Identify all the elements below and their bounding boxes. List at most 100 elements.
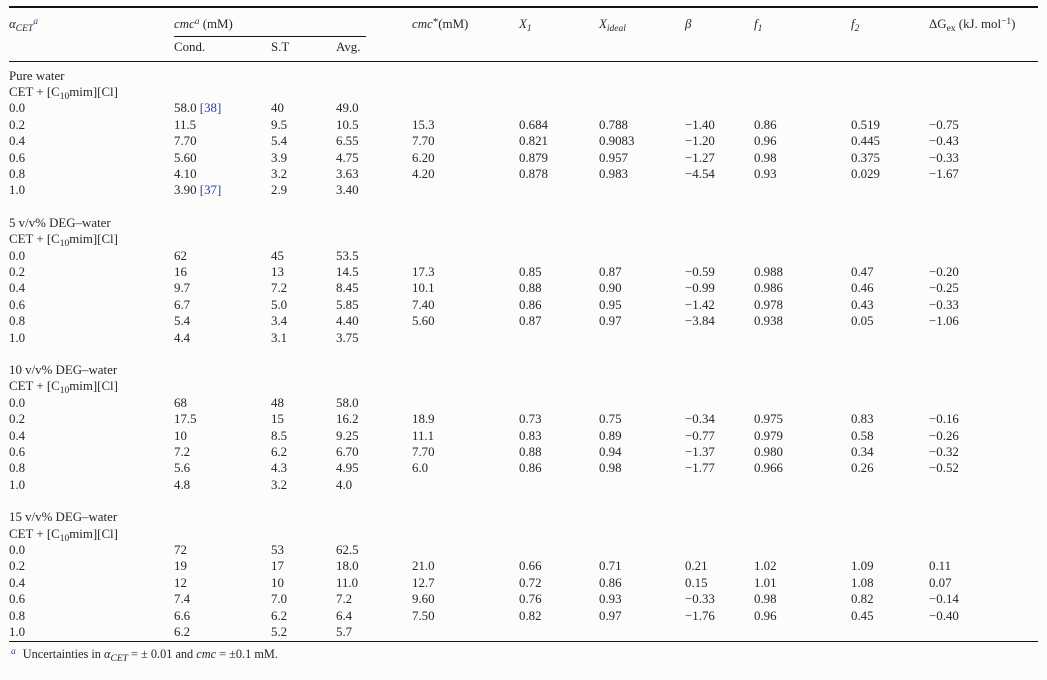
- section-spacer-cell: [9, 199, 1038, 215]
- cond-value: 3.90: [174, 183, 197, 198]
- cell-f1: 1.02: [754, 559, 777, 574]
- cell-f1: 0.978: [754, 297, 784, 312]
- cell-alpha-cet: 0.4: [9, 575, 26, 590]
- section-solvent-row: Pure water: [9, 61, 1038, 84]
- cell-beta: [685, 330, 754, 346]
- cell-x1: 0.86: [519, 297, 542, 312]
- cell-cmc-cond: 6.6: [174, 608, 191, 623]
- cell-cmc-avg: 6.70: [336, 445, 359, 460]
- citation-link[interactable]: [37]: [199, 183, 222, 198]
- cell-alpha-cet: 0.0: [9, 248, 26, 263]
- cell-dgex: −0.52: [929, 461, 959, 476]
- cell-f1: 0.979: [754, 428, 784, 443]
- alpha-symbol: α: [9, 17, 16, 31]
- system-label-post: mim][Cl]: [69, 379, 118, 394]
- cell-cmc-star: 5.60: [412, 314, 435, 329]
- footnote-ref-a[interactable]: a: [194, 17, 200, 27]
- cell-x1: [519, 477, 599, 493]
- cell-beta: [685, 624, 754, 641]
- cell-beta: −0.34: [685, 412, 715, 427]
- cell-cmc-cond: 5.4: [174, 314, 191, 329]
- cell-alpha-cet: 0.0: [9, 543, 26, 558]
- system-label-pre: CET + [C: [9, 84, 60, 99]
- cell-f2: [851, 330, 929, 346]
- cell-xideal: 0.75: [599, 412, 622, 427]
- cell-dgex: −0.32: [929, 445, 959, 460]
- cell-cmc-star: 18.9: [412, 412, 435, 427]
- cell-beta: −0.77: [685, 428, 715, 443]
- cell-cmc-star: 7.50: [412, 608, 435, 623]
- system-label-subscript: 10: [59, 239, 70, 250]
- col-header-avg: Avg.: [336, 37, 412, 62]
- cell-beta: [685, 182, 754, 198]
- footnote: a Uncertainties in αCET = ± 0.01 and cmc …: [9, 642, 1038, 664]
- cell-f1: [754, 395, 851, 411]
- cell-cmc-st: 45: [271, 248, 284, 263]
- cell-cmc-star: [412, 100, 519, 116]
- section-spacer: [9, 199, 1038, 215]
- data-row: 0.2 16 13 14.5 17.3 0.85 0.87 −0.59 0.988 0.47 −0.…: [9, 264, 1038, 280]
- cell-cmc-avg: 6.55: [336, 134, 359, 149]
- section-spacer-cell: [9, 493, 1038, 509]
- cell-beta: −1.37: [685, 445, 715, 460]
- data-row: 0.4 12 10 11.0 12.7 0.72 0.86 0.15 1.01 1.08 0.07: [9, 575, 1038, 591]
- cell-dgex: −0.16: [929, 412, 959, 427]
- cell-cmc-st: 40: [271, 101, 284, 116]
- cell-cmc-avg: 3.75: [336, 330, 359, 345]
- f2-label: f: [851, 17, 855, 31]
- data-row: 1.0 4.8 3.2 4.0: [9, 477, 1038, 493]
- data-row: 0.8 5.4 3.4 4.40 5.60 0.87 0.97 −3.84 0.938 0.05 −…: [9, 313, 1038, 329]
- cell-f2: [851, 395, 929, 411]
- cell-beta: −4.54: [685, 166, 715, 181]
- cell-alpha-cet: 0.0: [9, 101, 26, 116]
- cell-f1: 0.98: [754, 150, 777, 165]
- cell-dgex: [929, 542, 1038, 558]
- cell-cmc-st: 9.5: [271, 117, 288, 132]
- cell-cmc-cond: 7.2: [174, 445, 191, 460]
- cell-beta: [685, 395, 754, 411]
- cell-dgex: [929, 100, 1038, 116]
- table-body: Pure water CET + [C10mim][Cl] 0.0 58.0 [38]…: [9, 61, 1038, 641]
- cell-cmc-st: 3.4: [271, 314, 288, 329]
- data-row: 0.4 9.7 7.2 8.45 10.1 0.88 0.90 −0.99 0.986 0.46 −…: [9, 280, 1038, 296]
- cell-f1: [754, 248, 851, 264]
- cell-alpha-cet: 0.6: [9, 445, 26, 460]
- footnote-ref-a[interactable]: a: [33, 17, 38, 27]
- system-label-post: mim][Cl]: [69, 232, 118, 247]
- cell-f2: 0.45: [851, 608, 874, 623]
- cell-cmc-star: 9.60: [412, 592, 435, 607]
- cell-beta: −1.77: [685, 461, 715, 476]
- cell-alpha-cet: 0.4: [9, 428, 26, 443]
- cell-f1: 0.938: [754, 314, 784, 329]
- system-label: CET + [C10mim][Cl]: [9, 231, 1038, 250]
- cell-cmc-st: 3.2: [271, 166, 288, 181]
- cell-cmc-star: 6.20: [412, 150, 435, 165]
- dgex-label: ΔG: [929, 17, 947, 31]
- xideal-label: X: [599, 17, 607, 31]
- footnote-cmc-label: cmc: [196, 646, 217, 661]
- cell-cmc-avg: 3.40: [336, 183, 359, 198]
- col-header-cmc-star: cmc*(mM): [412, 7, 519, 62]
- citation-link[interactable]: [38]: [199, 101, 222, 116]
- cell-cmc-avg: 58.0: [336, 395, 359, 410]
- data-table: αCETa cmca (mM) cmc*(mM) X1 Xideal β f1 …: [9, 6, 1038, 642]
- cell-cmc-avg: 4.40: [336, 314, 359, 329]
- cell-xideal: 0.983: [599, 166, 629, 181]
- cell-cmc-st: 8.5: [271, 428, 288, 443]
- cell-cmc-cond: 19: [174, 559, 187, 574]
- cell-dgex: −0.25: [929, 281, 959, 296]
- cell-cmc-avg: 49.0: [336, 101, 359, 116]
- cell-f2: 0.05: [851, 314, 874, 329]
- cell-cmc-cond: 68: [174, 395, 187, 410]
- cell-cmc-st: 17: [271, 559, 284, 574]
- cell-x1: 0.87: [519, 314, 542, 329]
- col-header-xideal: Xideal: [599, 7, 685, 62]
- solvent-label: Pure water: [9, 68, 65, 83]
- cell-xideal: [599, 477, 685, 493]
- cell-f2: 0.26: [851, 461, 874, 476]
- cell-f2: 0.34: [851, 445, 874, 460]
- cell-x1: [519, 248, 599, 264]
- cell-cmc-cond: 4.8: [174, 477, 191, 492]
- system-label: CET + [C10mim][Cl]: [9, 84, 1038, 102]
- cell-xideal: [599, 330, 685, 346]
